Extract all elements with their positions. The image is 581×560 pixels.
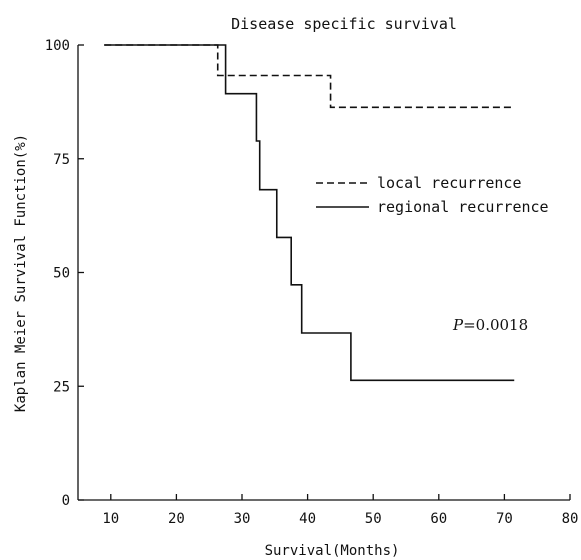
chart-title: Disease specific survival bbox=[231, 15, 457, 33]
x-tick-label: 20 bbox=[168, 511, 185, 527]
series-line-local-recurrence bbox=[104, 44, 511, 109]
x-tick-label: 30 bbox=[234, 511, 251, 527]
series-layer bbox=[104, 44, 515, 382]
x-tick-label: 80 bbox=[562, 511, 579, 527]
p-value-text: =0.0018 bbox=[463, 316, 528, 334]
x-axis-label: Survival(Months) bbox=[265, 543, 400, 559]
y-tick-label: 100 bbox=[45, 38, 70, 54]
x-tick-label: 70 bbox=[496, 511, 513, 527]
legend: local recurrence regional recurrence bbox=[316, 174, 549, 216]
y-axis-label: Kaplan Meier Survival Function(%) bbox=[13, 134, 29, 412]
y-tick-label: 0 bbox=[62, 493, 70, 509]
axes: 0 25 50 75 100 10 20 30 40 50 60 70 80 bbox=[45, 38, 579, 527]
y-tick-label: 50 bbox=[53, 266, 70, 282]
legend-label: local recurrence bbox=[377, 174, 522, 192]
x-tick-label: 60 bbox=[430, 511, 447, 527]
legend-label: regional recurrence bbox=[377, 198, 549, 216]
p-value-annotation: P=0.0018 bbox=[452, 316, 528, 334]
x-tick-label: 50 bbox=[365, 511, 382, 527]
x-tick-label: 10 bbox=[102, 511, 119, 527]
x-tick-label: 40 bbox=[299, 511, 316, 527]
series-line-regional-recurrence bbox=[104, 44, 515, 382]
y-tick-label: 75 bbox=[53, 152, 70, 168]
y-tick-label: 25 bbox=[53, 379, 70, 395]
p-value-symbol: P bbox=[452, 316, 464, 334]
